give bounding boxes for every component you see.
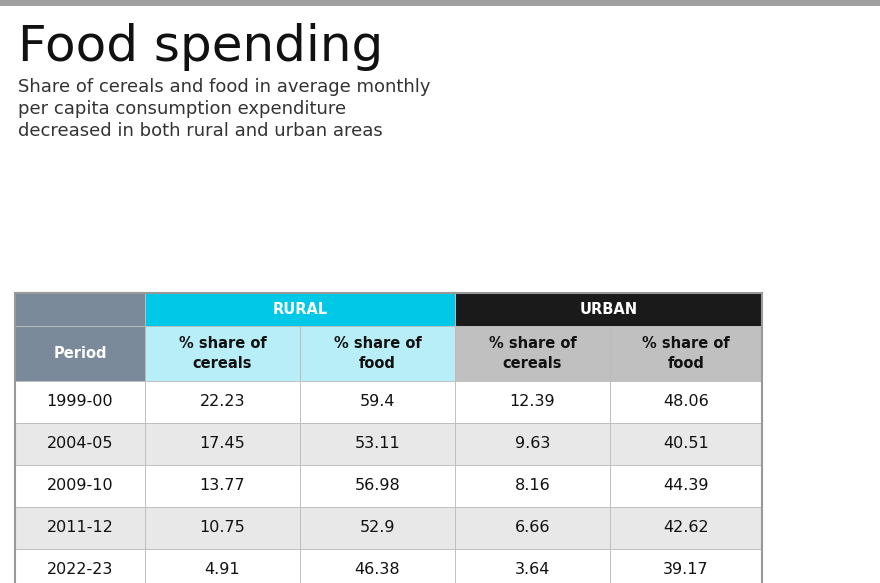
Bar — [455, 381, 610, 423]
Bar — [15, 549, 145, 583]
Text: 46.38: 46.38 — [355, 563, 400, 578]
Bar — [610, 326, 762, 381]
Bar — [610, 507, 762, 549]
Text: 2022-23: 2022-23 — [47, 563, 114, 578]
Bar — [145, 423, 300, 465]
Bar — [15, 381, 145, 423]
Text: % share of
food: % share of food — [334, 335, 422, 371]
Text: 48.06: 48.06 — [664, 395, 709, 409]
Bar — [145, 381, 300, 423]
Text: 22.23: 22.23 — [200, 395, 246, 409]
Bar — [455, 293, 762, 326]
Text: 44.39: 44.39 — [664, 479, 708, 493]
Text: 53.11: 53.11 — [355, 437, 400, 451]
Text: Period: Period — [54, 346, 106, 361]
Text: 39.17: 39.17 — [664, 563, 708, 578]
Text: 42.62: 42.62 — [664, 521, 708, 536]
Text: 1999-00: 1999-00 — [47, 395, 114, 409]
Text: per capita consumption expenditure: per capita consumption expenditure — [18, 100, 346, 118]
Bar — [145, 507, 300, 549]
Text: 59.4: 59.4 — [360, 395, 395, 409]
Bar — [145, 293, 455, 326]
Bar — [15, 326, 145, 381]
Text: 3.64: 3.64 — [515, 563, 550, 578]
Text: 2009-10: 2009-10 — [47, 479, 114, 493]
Text: % share of
cereals: % share of cereals — [488, 335, 576, 371]
Bar — [300, 381, 455, 423]
Text: Share of cereals and food in average monthly: Share of cereals and food in average mon… — [18, 78, 430, 96]
Bar — [145, 465, 300, 507]
Text: 9.63: 9.63 — [515, 437, 550, 451]
Bar — [145, 549, 300, 583]
Bar — [300, 465, 455, 507]
Text: 12.39: 12.39 — [510, 395, 555, 409]
Text: 13.77: 13.77 — [200, 479, 246, 493]
Text: RURAL: RURAL — [273, 302, 327, 317]
Bar — [300, 549, 455, 583]
Text: 2004-05: 2004-05 — [47, 437, 114, 451]
Bar — [300, 326, 455, 381]
Text: URBAN: URBAN — [579, 302, 638, 317]
Bar — [455, 507, 610, 549]
Text: 2011-12: 2011-12 — [47, 521, 114, 536]
Bar — [610, 549, 762, 583]
Text: 6.66: 6.66 — [515, 521, 550, 536]
Text: 56.98: 56.98 — [355, 479, 400, 493]
Text: 4.91: 4.91 — [205, 563, 240, 578]
Bar — [455, 465, 610, 507]
Text: 52.9: 52.9 — [360, 521, 395, 536]
Bar — [610, 423, 762, 465]
Bar — [455, 326, 610, 381]
Text: decreased in both rural and urban areas: decreased in both rural and urban areas — [18, 122, 383, 140]
Bar — [15, 507, 145, 549]
Bar — [15, 423, 145, 465]
Text: Food spending: Food spending — [18, 23, 384, 71]
Text: 10.75: 10.75 — [200, 521, 246, 536]
Text: % share of
cereals: % share of cereals — [179, 335, 267, 371]
Bar — [15, 293, 762, 583]
Bar — [455, 423, 610, 465]
Bar — [300, 423, 455, 465]
Bar — [15, 465, 145, 507]
Text: 8.16: 8.16 — [515, 479, 550, 493]
Bar — [610, 381, 762, 423]
Text: 17.45: 17.45 — [200, 437, 246, 451]
Bar — [455, 549, 610, 583]
Text: % share of
food: % share of food — [642, 335, 730, 371]
Bar — [15, 293, 145, 326]
Bar — [300, 507, 455, 549]
Bar — [145, 326, 300, 381]
Bar — [0, 0, 880, 6]
Text: 40.51: 40.51 — [664, 437, 709, 451]
Bar — [610, 465, 762, 507]
